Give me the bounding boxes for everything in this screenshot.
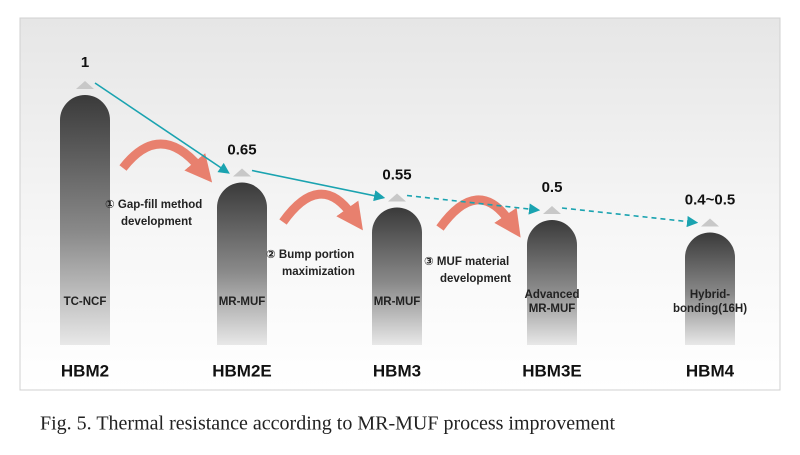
x-tick-label: HBM3E	[522, 361, 582, 380]
value-label: 0.5	[542, 179, 563, 196]
process-arrow	[279, 189, 363, 231]
bar	[372, 207, 422, 345]
bar-label: Advanced	[525, 289, 580, 301]
value-label: 0.4~0.5	[685, 191, 735, 208]
step-label: ③ MUF material	[424, 256, 509, 268]
value-label: 0.65	[227, 141, 256, 158]
value-label: 1	[81, 54, 89, 71]
x-tick-label: HBM2	[61, 361, 109, 380]
bar-label: MR-MUF	[219, 296, 266, 308]
bar	[60, 95, 110, 345]
value-label: 0.55	[382, 166, 411, 183]
marker-triangle	[701, 218, 719, 227]
caption: Fig. 5. Thermal resistance according to …	[40, 413, 616, 435]
trend-arrow	[406, 194, 541, 215]
trend-arrow	[561, 207, 699, 228]
process-arrow	[119, 139, 213, 183]
step-label: ② Bump portion	[266, 249, 354, 261]
bar	[685, 232, 735, 345]
marker-triangle	[76, 81, 94, 89]
bar-label: MR-MUF	[374, 296, 421, 308]
marker-triangle	[543, 206, 561, 214]
step-label: development	[121, 216, 192, 228]
marker-triangle	[233, 168, 251, 177]
x-tick-label: HBM3	[373, 361, 421, 380]
step-label: maximization	[282, 266, 355, 278]
step-label: ① Gap-fill method	[105, 199, 202, 211]
bar	[527, 220, 577, 345]
process-arrows	[119, 139, 521, 238]
step-label: development	[440, 273, 511, 285]
trend-arrow	[251, 169, 386, 202]
x-tick-label: HBM2E	[212, 361, 272, 380]
bar-label: bonding(16H)	[673, 303, 747, 315]
marker-triangle	[388, 193, 406, 202]
x-tick-label: HBM4	[686, 361, 735, 380]
process-arrow	[436, 195, 521, 238]
trend-arrow	[94, 82, 230, 174]
bar-label: TC-NCF	[64, 296, 107, 308]
bar	[216, 182, 267, 345]
bar-label: Hybrid-	[690, 289, 730, 301]
bar-label: MR-MUF	[529, 303, 576, 315]
